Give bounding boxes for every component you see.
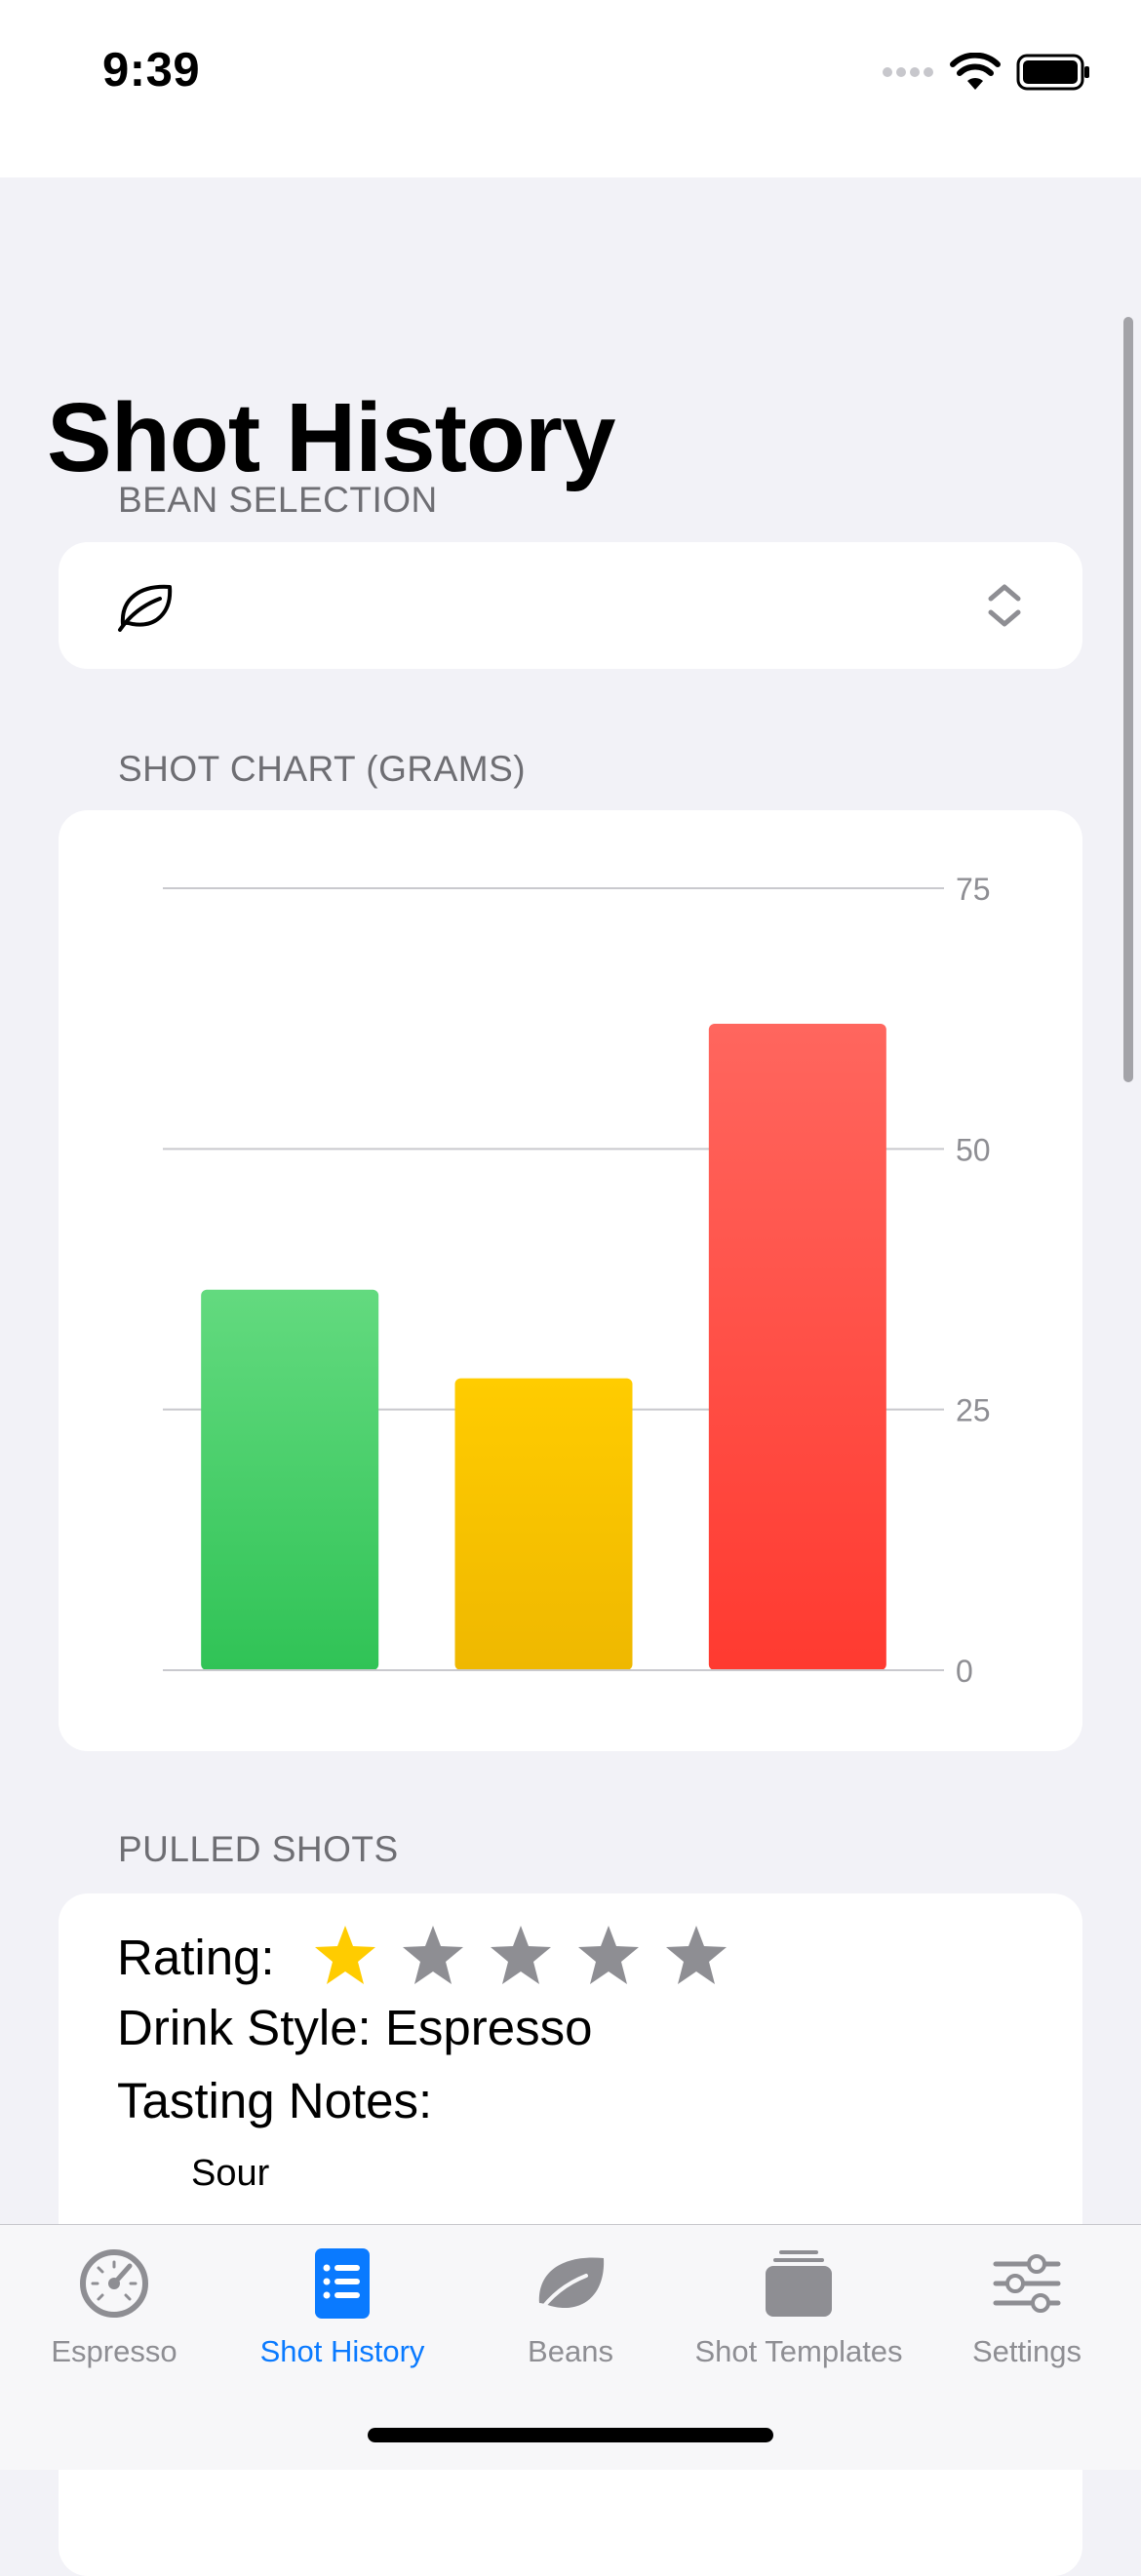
star-icon[interactable] bbox=[575, 1923, 642, 1987]
home-indicator[interactable] bbox=[368, 2428, 773, 2442]
list-icon bbox=[315, 2248, 370, 2319]
status-time: 9:39 bbox=[102, 44, 201, 97]
tray-icon bbox=[766, 2250, 832, 2317]
tab-label: Espresso bbox=[51, 2334, 177, 2368]
rating-row: Rating: bbox=[117, 1923, 751, 1992]
battery-icon bbox=[1016, 54, 1089, 91]
page-title: Shot History bbox=[47, 383, 615, 492]
rating-stars bbox=[312, 1923, 751, 1992]
y-tick-label: 25 bbox=[956, 1393, 991, 1428]
tab-label: Settings bbox=[971, 2334, 1082, 2368]
tab-shot-history[interactable]: Shot History bbox=[228, 2225, 456, 2391]
bean-picker[interactable] bbox=[59, 542, 1082, 669]
star-icon[interactable] bbox=[488, 1923, 554, 1987]
tab-label: Shot Templates bbox=[694, 2334, 903, 2368]
leaf-icon bbox=[118, 584, 173, 632]
tab-espresso[interactable]: Espresso bbox=[0, 2225, 228, 2391]
wifi-icon bbox=[950, 53, 1001, 90]
tab-beans[interactable]: Beans bbox=[456, 2225, 685, 2391]
pulled-shots-header: PULLED SHOTS bbox=[118, 1829, 399, 1869]
tab-shot-templates[interactable]: Shot Templates bbox=[685, 2225, 913, 2391]
gauge-icon bbox=[80, 2249, 148, 2318]
chart-bar bbox=[454, 1378, 633, 1670]
tab-label: Shot History bbox=[259, 2334, 425, 2368]
status-icons bbox=[882, 51, 1090, 94]
drink-style: Drink Style: Espresso bbox=[117, 2000, 593, 2055]
cellular-dots-icon bbox=[883, 67, 933, 77]
scroll-indicator[interactable] bbox=[1123, 317, 1133, 1082]
shot-chart-card: 0 25 50 75 bbox=[59, 810, 1082, 1751]
chart-bar bbox=[201, 1289, 379, 1670]
leaf-icon bbox=[535, 2257, 605, 2317]
star-icon[interactable] bbox=[400, 1923, 466, 1987]
star-filled-icon[interactable] bbox=[312, 1923, 378, 1987]
shot-chart: 0 25 50 75 bbox=[163, 872, 991, 1689]
tab-settings[interactable]: Settings bbox=[913, 2225, 1141, 2391]
tab-label: Beans bbox=[528, 2334, 613, 2368]
status-bar: 9:39 bbox=[0, 0, 1141, 177]
bean-selection-header: BEAN SELECTION bbox=[118, 480, 438, 520]
shot-chart-header: SHOT CHART (GRAMS) bbox=[118, 749, 527, 789]
sliders-icon bbox=[993, 2254, 1061, 2313]
tasting-notes-label: Tasting Notes: bbox=[117, 2073, 433, 2128]
rating-label: Rating: bbox=[117, 1930, 275, 1985]
y-tick-label: 50 bbox=[956, 1132, 991, 1167]
star-icon[interactable] bbox=[663, 1923, 729, 1987]
y-tick-label: 0 bbox=[956, 1654, 973, 1689]
tasting-note: Sour bbox=[191, 2153, 270, 2194]
y-tick-label: 75 bbox=[956, 872, 991, 907]
chart-bar bbox=[708, 1024, 886, 1670]
chevron-up-down-icon bbox=[988, 584, 1021, 627]
